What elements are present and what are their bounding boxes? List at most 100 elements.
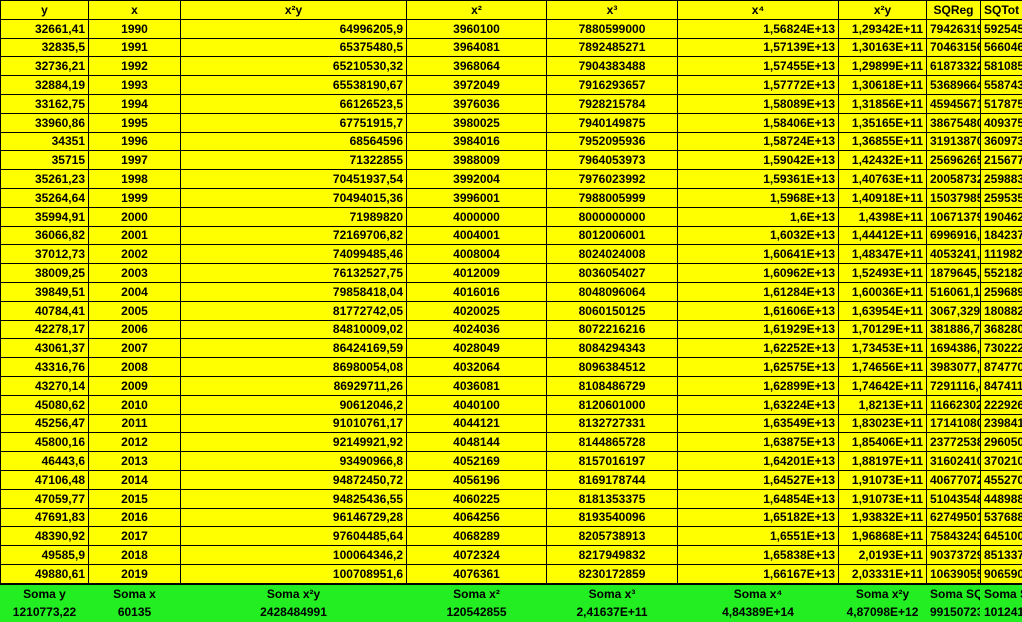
sum-label-cell[interactable]: Soma x² — [407, 584, 547, 603]
cell-x[interactable]: 1995 — [89, 113, 181, 132]
cell-x4[interactable]: 1,61606E+13 — [678, 301, 839, 320]
cell-x2y[interactable]: 67751915,7 — [181, 113, 407, 132]
cell-y[interactable]: 45080,62 — [1, 395, 89, 414]
cell-x2[interactable]: 4052169 — [407, 452, 547, 471]
cell-sqtot[interactable]: 59254544,2 — [981, 19, 1022, 38]
cell-x2[interactable]: 4004001 — [407, 226, 547, 245]
cell-x2[interactable]: 4040100 — [407, 395, 547, 414]
cell-sqtot[interactable]: 56604667,3 — [981, 38, 1022, 57]
cell-x3[interactable]: 8060150125 — [547, 301, 678, 320]
cell-x2y-b[interactable]: 1,40918E+11 — [839, 188, 927, 207]
column-header-x2y[interactable]: x²y — [181, 1, 407, 20]
cell-x2y[interactable]: 74099485,46 — [181, 245, 407, 264]
cell-sqreg[interactable]: 15037985,16 — [927, 188, 981, 207]
cell-sqreg[interactable]: 61873322,54 — [927, 57, 981, 76]
cell-sqtot[interactable]: 3682801,52 — [981, 320, 1022, 339]
cell-x4[interactable]: 1,60641E+13 — [678, 245, 839, 264]
cell-x[interactable]: 2011 — [89, 414, 181, 433]
cell-y[interactable]: 42278,17 — [1, 320, 89, 339]
cell-x[interactable]: 2005 — [89, 301, 181, 320]
cell-x[interactable]: 1994 — [89, 94, 181, 113]
cell-x2[interactable]: 4056196 — [407, 470, 547, 489]
cell-sqreg[interactable]: 3983077,736 — [927, 358, 981, 377]
cell-x[interactable]: 2017 — [89, 527, 181, 546]
sum-value-cell[interactable]: 120542855 — [407, 603, 547, 622]
cell-x2y[interactable]: 68564596 — [181, 132, 407, 151]
column-header-x2[interactable]: x² — [407, 1, 547, 20]
cell-y[interactable]: 32884,19 — [1, 76, 89, 95]
cell-x2y[interactable]: 71322855 — [181, 151, 407, 170]
cell-x2y-b[interactable]: 1,83023E+11 — [839, 414, 927, 433]
cell-x4[interactable]: 1,64854E+13 — [678, 489, 839, 508]
cell-x[interactable]: 1990 — [89, 19, 181, 38]
cell-x3[interactable]: 8120601000 — [547, 395, 678, 414]
sum-value-cell[interactable]: 1210773,22 — [1, 603, 89, 622]
cell-x2y[interactable]: 65375480,5 — [181, 38, 407, 57]
cell-y[interactable]: 47059,77 — [1, 489, 89, 508]
cell-x2y[interactable]: 84810009,02 — [181, 320, 407, 339]
cell-x2[interactable]: 3964081 — [407, 38, 547, 57]
column-header-sqtot[interactable]: SQTot — [981, 1, 1022, 20]
cell-sqreg[interactable]: 381886,7268 — [927, 320, 981, 339]
cell-x4[interactable]: 1,59042E+13 — [678, 151, 839, 170]
sum-label-cell[interactable]: Soma SQTot — [981, 584, 1022, 603]
column-header-x2y-b[interactable]: x²y — [839, 1, 927, 20]
column-header-x3[interactable]: x³ — [547, 1, 678, 20]
sum-value-cell[interactable]: 991507235,3 — [927, 603, 981, 622]
cell-x3[interactable]: 7940149875 — [547, 113, 678, 132]
cell-x2y[interactable]: 96146729,28 — [181, 508, 407, 527]
cell-sqreg[interactable]: 31602410,39 — [927, 452, 981, 471]
cell-x2[interactable]: 4020025 — [407, 301, 547, 320]
cell-x2y-b[interactable]: 1,4398E+11 — [839, 207, 927, 226]
cell-sqreg[interactable]: 53689664,01 — [927, 76, 981, 95]
cell-x2y-b[interactable]: 1,88197E+11 — [839, 452, 927, 471]
cell-sqreg[interactable]: 516061,164 — [927, 282, 981, 301]
cell-x2y-b[interactable]: 1,29342E+11 — [839, 19, 927, 38]
cell-x[interactable]: 2007 — [89, 339, 181, 358]
cell-y[interactable]: 35261,23 — [1, 170, 89, 189]
cell-x2y-b[interactable]: 1,48347E+11 — [839, 245, 927, 264]
cell-x4[interactable]: 1,62899E+13 — [678, 376, 839, 395]
sum-label-cell[interactable]: Soma SQReg — [927, 584, 981, 603]
cell-x[interactable]: 1997 — [89, 151, 181, 170]
cell-x3[interactable]: 7928215784 — [547, 94, 678, 113]
cell-x[interactable]: 2009 — [89, 376, 181, 395]
cell-x[interactable]: 2016 — [89, 508, 181, 527]
cell-x4[interactable]: 1,59361E+13 — [678, 170, 839, 189]
cell-x[interactable]: 1992 — [89, 57, 181, 76]
cell-x2[interactable]: 4036081 — [407, 376, 547, 395]
column-header-x4[interactable]: x⁴ — [678, 1, 839, 20]
cell-x2y[interactable]: 90612046,2 — [181, 395, 407, 414]
cell-sqreg[interactable]: 70463156,58 — [927, 38, 981, 57]
cell-sqtot[interactable]: 36097353,7 — [981, 132, 1022, 151]
cell-y[interactable]: 34351 — [1, 132, 89, 151]
cell-sqreg[interactable]: 31913870,93 — [927, 132, 981, 151]
cell-x2[interactable]: 3988009 — [407, 151, 547, 170]
cell-x2y[interactable]: 97604485,64 — [181, 527, 407, 546]
cell-sqtot[interactable]: 5521829,49 — [981, 264, 1022, 283]
cell-x2y-b[interactable]: 1,74642E+11 — [839, 376, 927, 395]
cell-sqtot[interactable]: 259689,442 — [981, 282, 1022, 301]
cell-x2[interactable]: 4064256 — [407, 508, 547, 527]
cell-y[interactable]: 35715 — [1, 151, 89, 170]
cell-x2[interactable]: 4028049 — [407, 339, 547, 358]
cell-x2y[interactable]: 65538190,67 — [181, 76, 407, 95]
cell-y[interactable]: 38009,25 — [1, 264, 89, 283]
cell-x2y[interactable]: 70451937,54 — [181, 170, 407, 189]
cell-x[interactable]: 1999 — [89, 188, 181, 207]
cell-y[interactable]: 49880,61 — [1, 564, 89, 583]
cell-x[interactable]: 2019 — [89, 564, 181, 583]
cell-x[interactable]: 2001 — [89, 226, 181, 245]
sum-value-cell[interactable]: 60135 — [89, 603, 181, 622]
cell-x3[interactable]: 8144865728 — [547, 433, 678, 452]
cell-sqreg[interactable]: 45945671,78 — [927, 94, 981, 113]
cell-sqreg[interactable]: 75843243,92 — [927, 527, 981, 546]
cell-sqtot[interactable]: 7302223,52 — [981, 339, 1022, 358]
cell-x2y-b[interactable]: 1,60036E+11 — [839, 282, 927, 301]
sum-value-cell[interactable]: 2428484991 — [181, 603, 407, 622]
cell-x3[interactable]: 7976023992 — [547, 170, 678, 189]
cell-x3[interactable]: 8108486729 — [547, 376, 678, 395]
cell-x4[interactable]: 1,5968E+13 — [678, 188, 839, 207]
cell-y[interactable]: 40784,41 — [1, 301, 89, 320]
